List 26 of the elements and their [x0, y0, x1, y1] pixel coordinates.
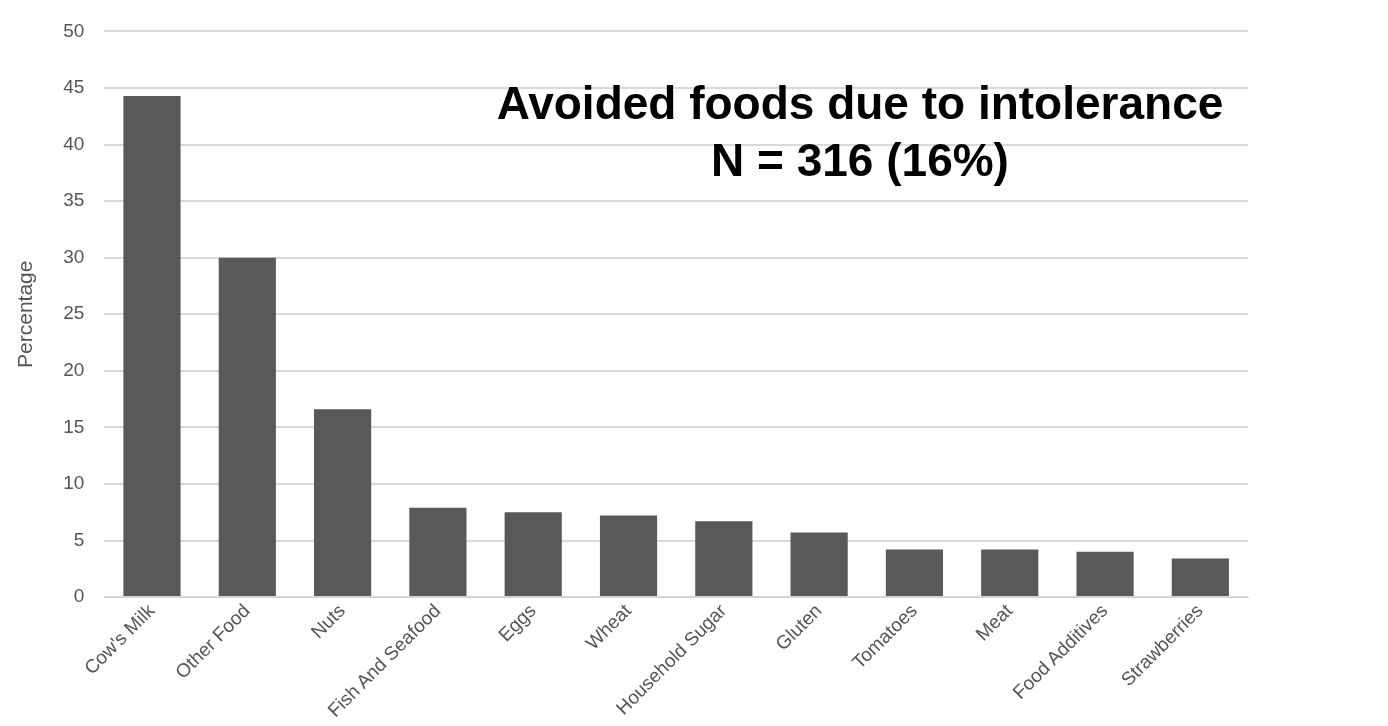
y-tick-label: 25 [63, 302, 85, 324]
y-tick-label: 30 [63, 245, 85, 267]
y-tick-label: 0 [73, 585, 85, 607]
bar [695, 521, 753, 597]
y-tick-label: 50 [63, 19, 85, 41]
bar [504, 512, 562, 597]
bar [981, 549, 1039, 597]
bar [314, 409, 372, 597]
y-tick-label: 15 [63, 415, 85, 437]
bar [123, 95, 181, 597]
bar [409, 507, 467, 597]
y-axis-title: Percentage [13, 260, 37, 368]
text: Avoided foods due to intolerance [496, 76, 1224, 129]
bar [599, 515, 658, 597]
text: N = 316 (16%) [711, 133, 1009, 186]
bar [1171, 558, 1229, 597]
y-tick-label: 10 [63, 472, 85, 494]
bar [885, 549, 944, 597]
y-tick-label: 20 [63, 359, 85, 381]
y-tick-label: 45 [63, 76, 85, 98]
y-tick-label: 40 [63, 132, 85, 154]
y-tick-label: 35 [63, 189, 85, 211]
bar [1076, 551, 1134, 597]
y-tick-label: 5 [73, 528, 85, 550]
bar [218, 257, 276, 597]
bar [790, 532, 848, 597]
